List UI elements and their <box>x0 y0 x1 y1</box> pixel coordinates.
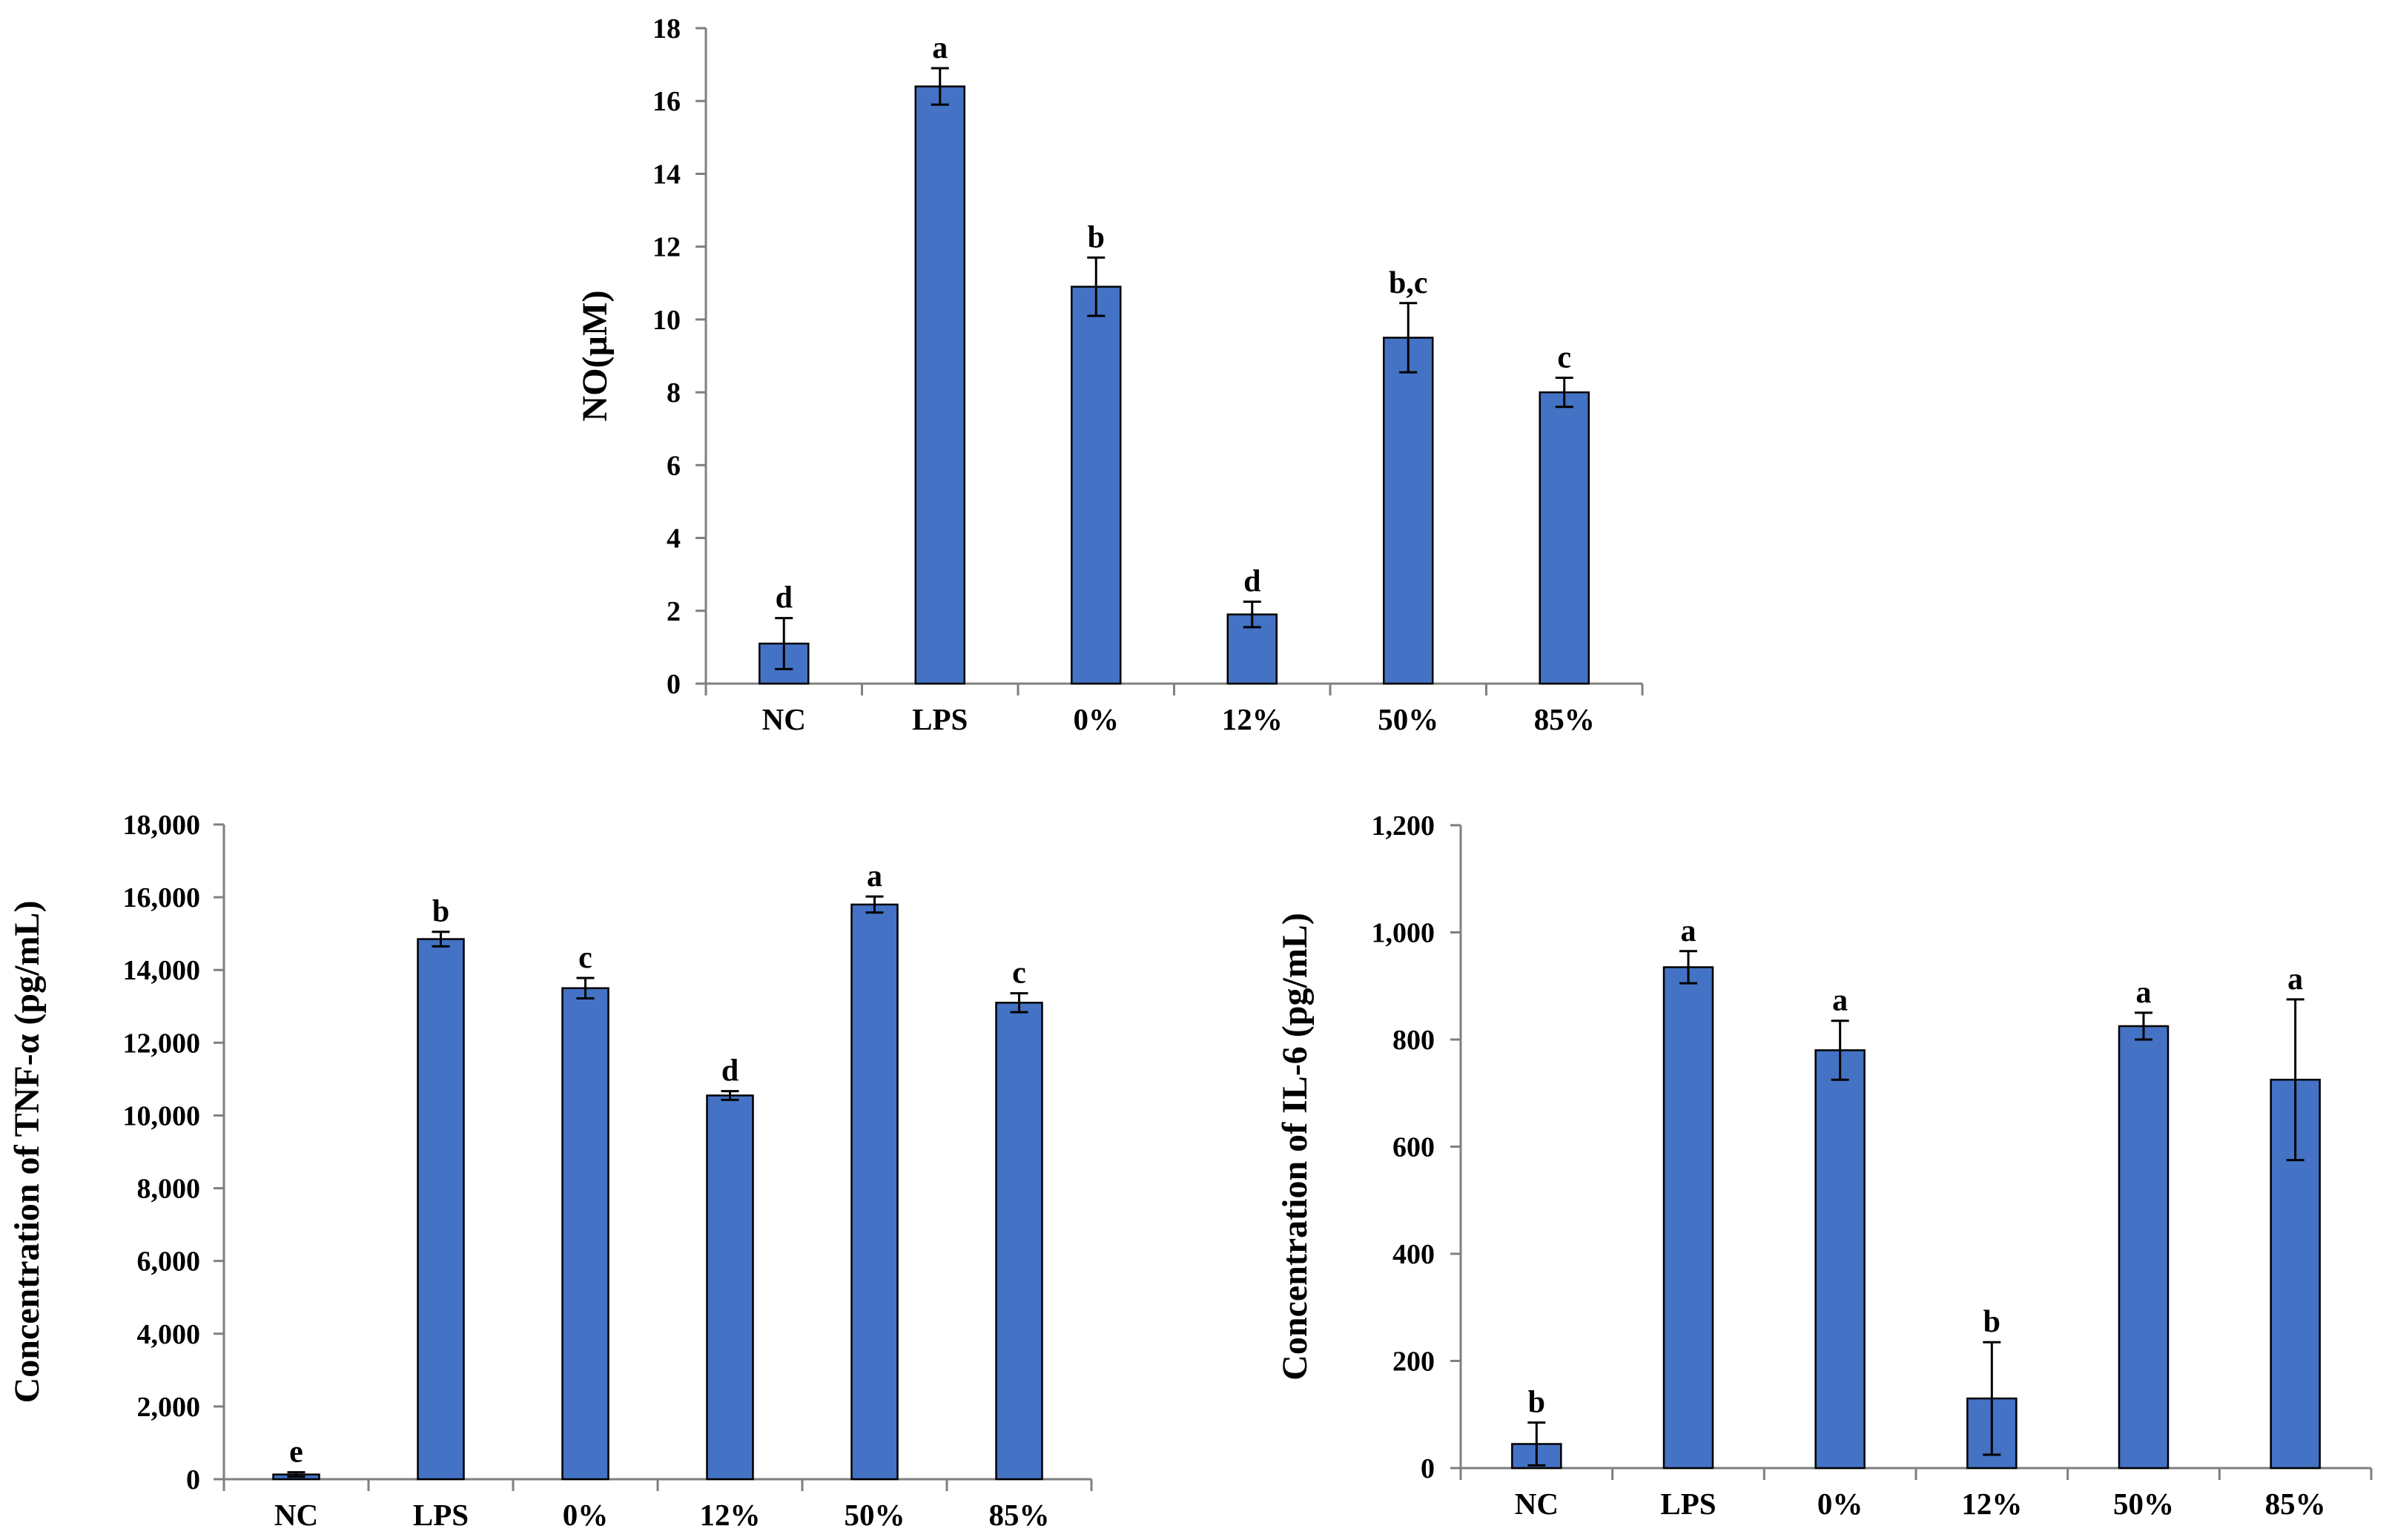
il6-y-tick-label: 1,000 <box>1372 918 1435 949</box>
tnf-bar-3 <box>706 1094 754 1481</box>
tnf-y-tick-label: 10,000 <box>123 1100 201 1131</box>
tnf-significance-label-4: a <box>867 859 882 893</box>
no-significance-label-4: b,c <box>1389 266 1428 300</box>
tnf-significance-label-1: b <box>432 895 449 929</box>
il6-category-label-4: 50% <box>2113 1487 2174 1521</box>
il6-y-tick-label: 400 <box>1392 1239 1435 1270</box>
tnf-y-tick-label: 16,000 <box>123 882 201 913</box>
tnf-category-label-2: 0% <box>563 1498 609 1532</box>
tnf-bar-5 <box>995 1002 1043 1481</box>
tnf-y-tick-label: 6,000 <box>137 1246 201 1278</box>
tnf-significance-label-0: e <box>289 1435 303 1470</box>
no-significance-label-3: d <box>1243 565 1260 599</box>
il6-y-axis-title: Concentration of IL-6 (pg/mL) <box>1275 913 1315 1381</box>
tnf-alpha-chart-panel: 0 2,000 4,000 6,000 8,000 10,000 12,000 14,000 1… <box>7 810 1093 1532</box>
tnf-category-label-3: 12% <box>700 1498 761 1532</box>
no-significance-label-1: a <box>932 31 948 65</box>
no-bar-5 <box>1539 391 1590 685</box>
no-y-tick-label: 14 <box>652 159 681 190</box>
tnf-category-label-5: 85% <box>989 1498 1050 1532</box>
no-bar-2 <box>1071 285 1122 685</box>
il6-category-label-0: NC <box>1515 1487 1559 1521</box>
tnf-significance-label-5: c <box>1012 956 1026 991</box>
tnf-category-label-0: NC <box>274 1498 318 1532</box>
il6-significance-label-4: a <box>2136 976 2152 1010</box>
tnf-y-tick-label: 0 <box>186 1464 200 1496</box>
tnf-y-tick-label: 2,000 <box>137 1392 201 1423</box>
tnf-significance-label-3: d <box>721 1054 738 1088</box>
tnf-y-tick-label: 14,000 <box>123 955 201 986</box>
no-y-tick-label: 6 <box>667 450 681 481</box>
no-y-tick-label: 12 <box>652 232 681 263</box>
tnf-y-axis-title: Concentration of TNF-α (pg/mL) <box>7 901 47 1404</box>
il6-significance-label-0: b <box>1528 1386 1545 1420</box>
tnf-y-tick-label: 4,000 <box>137 1319 201 1350</box>
no-category-label-5: 85% <box>1534 702 1595 736</box>
tnf-category-label-1: LPS <box>413 1498 469 1532</box>
tnf-significance-label-2: c <box>578 941 592 975</box>
il6-category-label-1: LPS <box>1660 1487 1716 1521</box>
no-bar-1 <box>914 85 965 685</box>
no-y-tick-label: 0 <box>667 669 681 700</box>
no-category-label-3: 12% <box>1222 702 1283 736</box>
il6-y-tick-label: 200 <box>1392 1346 1435 1378</box>
no-y-tick-label: 10 <box>652 305 681 336</box>
il6-y-tick-label: 600 <box>1392 1132 1435 1163</box>
il6-y-tick-label: 0 <box>1421 1453 1435 1484</box>
tnf-y-tick-label: 18,000 <box>123 810 201 841</box>
no-y-tick-label: 4 <box>667 523 681 555</box>
no-significance-label-2: b <box>1088 220 1105 254</box>
no-bar-4 <box>1383 337 1434 685</box>
no-category-label-1: LPS <box>912 702 968 736</box>
no-category-label-4: 50% <box>1378 702 1438 736</box>
no-y-axis-title: NO(µM) <box>575 291 615 422</box>
il6-y-tick-label: 1,200 <box>1372 810 1435 842</box>
no-y-tick-label: 8 <box>667 377 681 409</box>
no-y-tick-label: 16 <box>652 86 681 117</box>
tnf-y-tick-label: 8,000 <box>137 1174 201 1205</box>
no-significance-label-0: d <box>776 581 793 615</box>
il6-bar-4 <box>2118 1025 2170 1470</box>
no-y-tick-label: 18 <box>652 13 681 44</box>
no-y-tick-label: 2 <box>667 596 681 627</box>
no-chart-panel: 0 2 4 6 8 10 12 14 16 18 d NC a LPS b 0% d 12% b,c 50% c 85% N… <box>575 13 1644 736</box>
il6-category-label-5: 85% <box>2265 1487 2326 1521</box>
tnf-bar-1 <box>417 938 465 1481</box>
il6-significance-label-2: a <box>1832 984 1848 1018</box>
il6-bar-1 <box>1662 966 1714 1470</box>
il6-bar-2 <box>1814 1049 1866 1470</box>
tnf-bar-4 <box>850 903 899 1481</box>
il6-chart-panel: 0 200 400 600 800 1,000 1,200 b NC a LPS a 0% b 12% a 50… <box>1275 810 2373 1521</box>
no-category-label-2: 0% <box>1074 702 1120 736</box>
tnf-category-label-4: 50% <box>845 1498 905 1532</box>
il6-y-tick-label: 800 <box>1392 1025 1435 1056</box>
tnf-bar-2 <box>561 987 609 1481</box>
il6-category-label-3: 12% <box>1961 1487 2022 1521</box>
no-significance-label-5: c <box>1557 340 1571 374</box>
no-category-label-0: NC <box>762 702 806 736</box>
tnf-y-tick-label: 12,000 <box>123 1028 201 1059</box>
il6-category-label-2: 0% <box>1817 1487 1863 1521</box>
il6-significance-label-5: a <box>2287 962 2303 997</box>
il6-significance-label-3: b <box>1983 1305 2000 1339</box>
il6-significance-label-1: a <box>1681 914 1696 948</box>
